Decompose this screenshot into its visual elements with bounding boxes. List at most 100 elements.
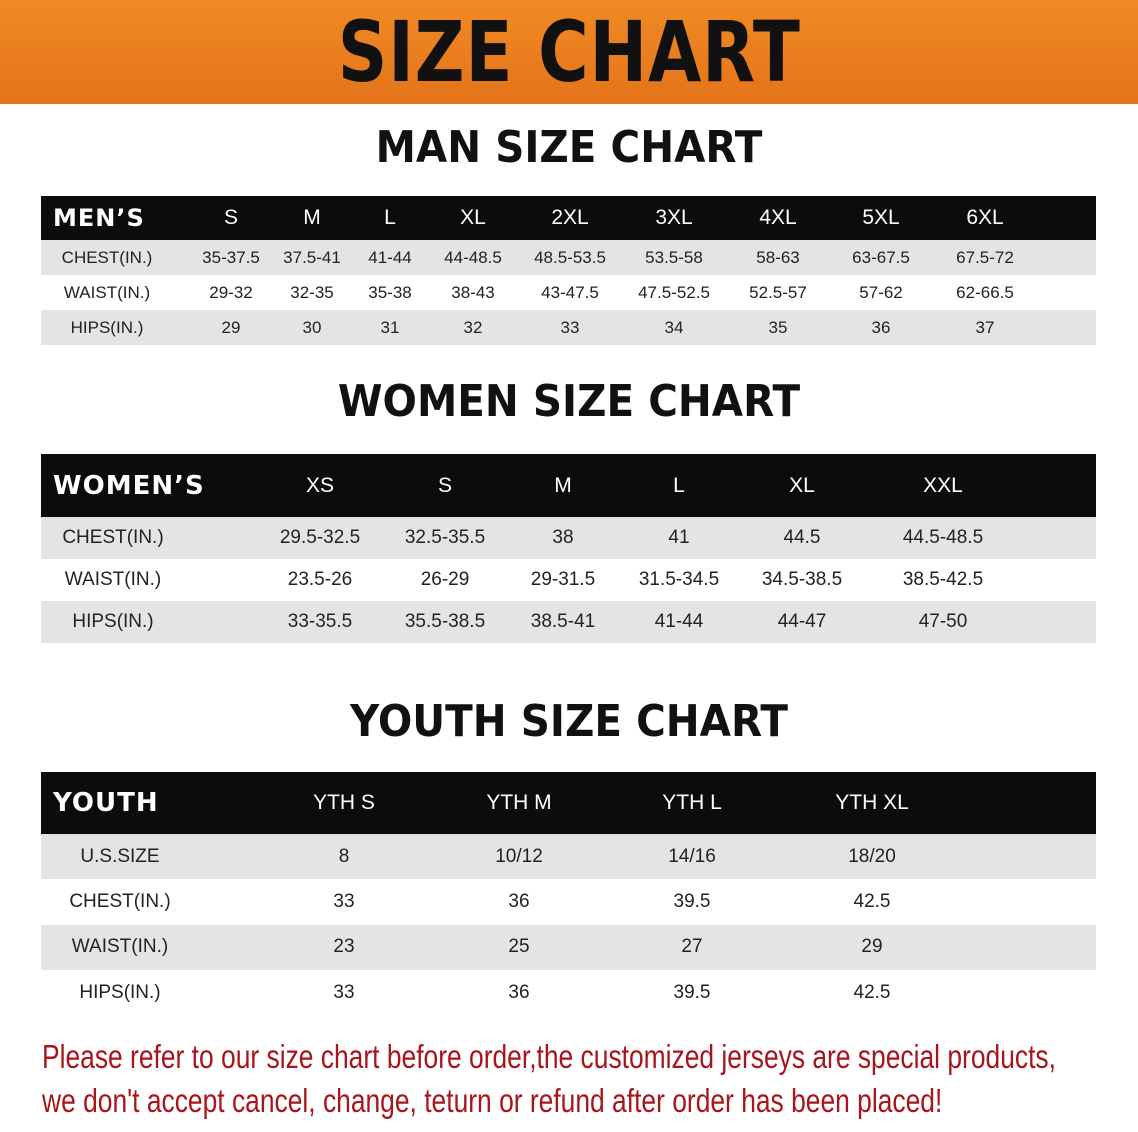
table-cell: 42.5 — [853, 890, 891, 912]
size-header: XXL — [923, 473, 963, 497]
table-cell: 29-31.5 — [530, 569, 596, 590]
size-header: YTH M — [486, 791, 552, 814]
table-row: WAIST(IN.) 23.5-26 26-29 29-31.5 31.5-34.5 34… — [41, 559, 1096, 601]
table-cell: 63-67.5 — [852, 247, 910, 267]
table-cell: 41-44 — [368, 247, 412, 267]
row-label: WAIST(IN.) — [64, 569, 162, 590]
size-header: YTH L — [662, 791, 722, 814]
table-cell: 18/20 — [848, 845, 896, 867]
size-header: S — [223, 206, 239, 229]
notice-line-1: Please refer to our size chart before or… — [42, 1038, 1056, 1075]
table-cell: 44-48.5 — [444, 247, 502, 267]
table-cell: 29-32 — [209, 282, 253, 302]
row-label: HIPS(IN.) — [72, 611, 154, 632]
table-cell: 23.5-26 — [287, 569, 353, 590]
table-cell: 33 — [333, 890, 355, 912]
table-row: HIPS(IN.) 33-35.5 35.5-38.5 38.5-41 41-44 44-… — [41, 601, 1096, 643]
table-cell: 39.5 — [673, 890, 711, 912]
table-cell: 29 — [861, 936, 883, 958]
table-cell: 26-29 — [420, 569, 470, 590]
table-cell: 33-35.5 — [287, 611, 353, 632]
category-label: YOUTH — [53, 788, 159, 818]
table-cell: 43-47.5 — [541, 282, 599, 302]
table-row: HIPS(IN.) 29 30 31 32 33 34 35 36 37 — [41, 310, 1096, 345]
table-cell: 37 — [975, 317, 995, 337]
table-cell: 42.5 — [853, 981, 891, 1003]
size-header: M — [303, 206, 321, 229]
table-row: CHEST(IN.) 35-37.5 37.5-41 41-44 44-48.5 48.5… — [41, 240, 1096, 275]
title-banner: SIZE CHART — [0, 0, 1138, 104]
table-cell: 32.5-35.5 — [404, 527, 486, 548]
table-cell: 37.5-41 — [283, 247, 341, 267]
table-cell: 33 — [560, 317, 580, 337]
men-heading: MAN SIZE CHART — [375, 122, 763, 173]
table-cell: 8 — [338, 845, 350, 867]
header-row: MEN’S S M L XL 2XL 3XL 4XL 5XL 6XL — [41, 196, 1096, 240]
table-cell: 31.5-34.5 — [638, 569, 720, 590]
category-label: MEN’S — [53, 204, 145, 232]
women-size-table: WOMEN’S XS S M L XL XXL CHEST(IN.) 29.5-32.5 32.5… — [41, 454, 1096, 643]
table-cell: 47-50 — [918, 611, 968, 632]
table-cell: 32-35 — [290, 282, 334, 302]
table-cell: 36 — [508, 890, 530, 912]
size-header: 4XL — [759, 206, 797, 229]
size-header: 3XL — [655, 206, 693, 229]
table-row: WAIST(IN.) 29-32 32-35 35-38 38-43 43-47.5 47.… — [41, 275, 1096, 310]
row-label: HIPS(IN.) — [79, 981, 161, 1003]
table-cell: 35-37.5 — [202, 247, 260, 267]
table-cell: 44.5 — [783, 527, 821, 548]
table-cell: 25 — [508, 936, 530, 958]
size-header: XL — [460, 206, 486, 229]
category-label: WOMEN’S — [53, 470, 205, 501]
table-cell: 41 — [668, 527, 690, 548]
table-cell: 35.5-38.5 — [404, 611, 486, 632]
table-cell: 39.5 — [673, 981, 711, 1003]
size-header: L — [673, 473, 685, 497]
size-header: XS — [305, 473, 335, 497]
header-row: WOMEN’S XS S M L XL XXL — [41, 454, 1096, 517]
row-label: U.S.SIZE — [80, 845, 160, 867]
table-cell: 10/12 — [495, 845, 543, 867]
table-row: CHEST(IN.) 33 36 39.5 42.5 — [41, 879, 1096, 924]
table-cell: 36 — [871, 317, 891, 337]
table-cell: 35 — [768, 317, 788, 337]
table-cell: 58-63 — [756, 247, 800, 267]
header-row: YOUTH YTH S YTH M YTH L YTH XL — [41, 772, 1096, 834]
table-cell: 35-38 — [368, 282, 412, 302]
row-label: CHEST(IN.) — [61, 247, 153, 267]
page-title: SIZE CHART — [337, 3, 801, 101]
table-cell: 14/16 — [668, 845, 716, 867]
table-row: HIPS(IN.) 33 36 39.5 42.5 — [41, 970, 1096, 1015]
table-cell: 38 — [552, 527, 574, 548]
size-header: YTH S — [313, 791, 375, 814]
table-cell: 34.5-38.5 — [761, 569, 843, 590]
table-cell: 48.5-53.5 — [534, 247, 606, 267]
row-label: CHEST(IN.) — [69, 890, 171, 912]
table-cell: 31 — [380, 317, 400, 337]
notice-line-2: we don't accept cancel, change, teturn o… — [42, 1082, 943, 1119]
table-cell: 41-44 — [654, 611, 704, 632]
table-cell: 36 — [508, 981, 530, 1003]
table-cell: 34 — [664, 317, 684, 337]
table-cell: 44-47 — [777, 611, 827, 632]
size-header: M — [554, 473, 572, 497]
table-row: WAIST(IN.) 23 25 27 29 — [41, 924, 1096, 970]
row-label: HIPS(IN.) — [70, 317, 144, 337]
table-cell: 53.5-58 — [645, 247, 703, 267]
size-header: YTH XL — [835, 791, 909, 814]
table-cell: 52.5-57 — [749, 282, 807, 302]
table-cell: 29 — [221, 317, 241, 337]
size-header: XL — [789, 473, 815, 497]
row-label: WAIST(IN.) — [63, 282, 151, 302]
table-cell: 57-62 — [859, 282, 903, 302]
table-row: U.S.SIZE 8 10/12 14/16 18/20 — [41, 834, 1096, 880]
size-header: 6XL — [966, 206, 1004, 229]
table-cell: 38.5-41 — [530, 611, 596, 632]
table-cell: 32 — [463, 317, 483, 337]
size-header: S — [437, 473, 453, 497]
size-header: 2XL — [551, 206, 589, 229]
table-row: CHEST(IN.) 29.5-32.5 32.5-35.5 38 41 44.5 44.5… — [41, 517, 1096, 559]
row-label: CHEST(IN.) — [62, 527, 164, 548]
youth-size-table: YOUTH YTH S YTH M YTH L YTH XL U.S.SIZE 8 10/12… — [41, 772, 1096, 1015]
table-cell: 23 — [333, 936, 355, 958]
